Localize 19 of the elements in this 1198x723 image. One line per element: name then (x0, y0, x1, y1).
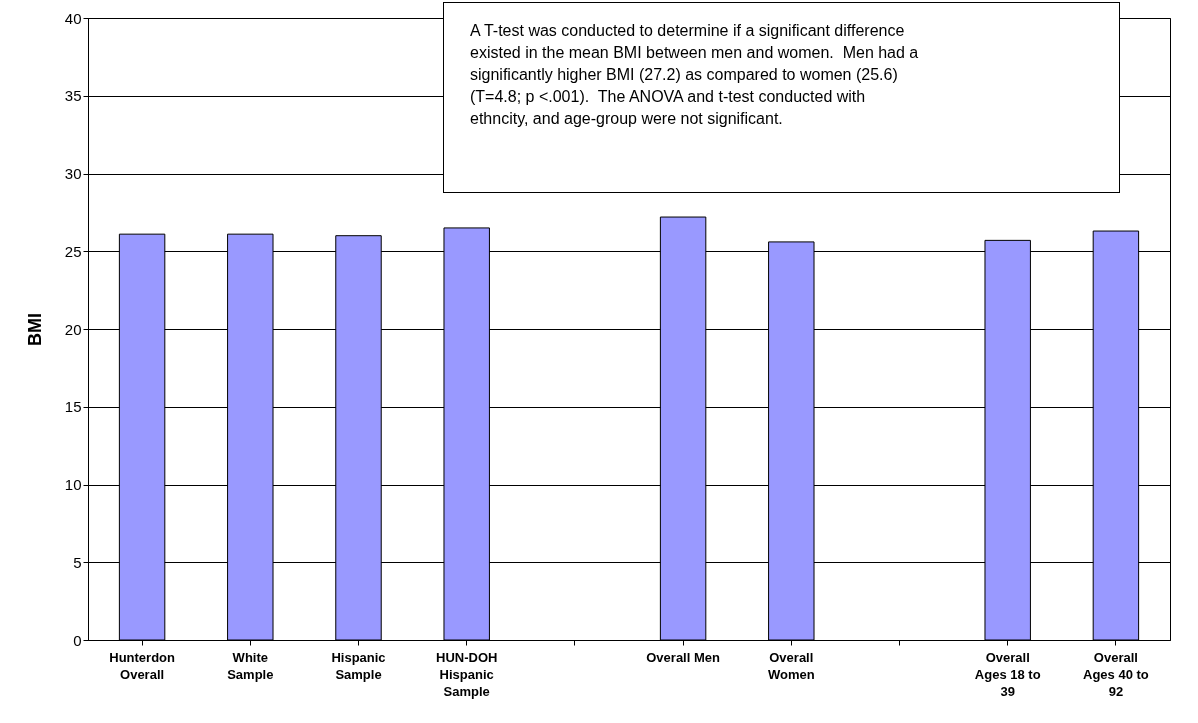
y-tick-label: 20 (64, 320, 82, 338)
y-tick-label: 5 (73, 553, 82, 571)
y-tick-label: 25 (64, 242, 82, 260)
x-tick-label: Hunterdon Overall (109, 649, 176, 682)
text-box: A T-test was conducted to determine if a significant difference existed in the mean BMI between men and women. Men had a significantly higher BMI (27.2) as compared to women (25.6) (T=4.8; p <.001). The ANOVA and t-test conducted with ethncity, and age-group were not significant. (443, 2, 1120, 193)
y-tick-label: 15 (64, 398, 82, 416)
y-tick-label: 35 (64, 87, 82, 105)
x-tick-label: Overall Women (767, 649, 815, 682)
x-tick-label: Overall Ages 40 to 92 (1083, 649, 1149, 699)
x-tick-label: HUN-DOH Hispanic Sample (436, 649, 498, 699)
x-tick-label: Hispanic Sample (331, 649, 386, 682)
y-tick-label: 30 (64, 165, 82, 182)
y-tick-label: 0 (73, 631, 82, 649)
y-axis-title: BMI (24, 313, 45, 346)
y-tick-label: 40 (64, 9, 82, 27)
x-tick-label: Overall Ages 18 to 39 (974, 649, 1041, 699)
x-tick-label: White Sample (227, 649, 274, 682)
x-tick-label: Overall Men (646, 649, 720, 665)
y-tick-label: 10 (64, 476, 82, 493)
